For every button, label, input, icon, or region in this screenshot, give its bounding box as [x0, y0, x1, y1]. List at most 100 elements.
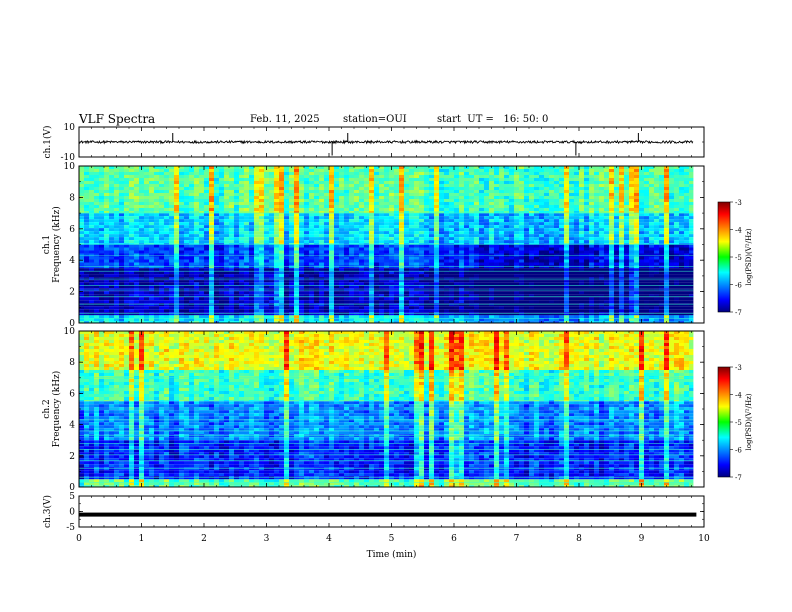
spectrogram-cell: [404, 262, 409, 266]
spectrogram-cell: [614, 259, 619, 263]
spectrogram-cell: [324, 271, 329, 275]
spectrogram-cell: [494, 300, 499, 304]
spectrogram-cell: [299, 288, 304, 292]
spectrogram-cell: [104, 306, 109, 310]
spectrogram-cell: [464, 237, 469, 241]
spectrogram-cell: [299, 268, 304, 272]
spectrogram-cell: [474, 309, 479, 313]
spectrogram-cell: [109, 256, 114, 260]
spectrogram-cell: [219, 166, 224, 169]
spectrogram-cell: [679, 309, 684, 313]
spectrogram-cell: [204, 262, 209, 266]
spectrogram-cell: [199, 280, 204, 283]
spectrogram-cell: [579, 268, 584, 272]
spectrogram-cell: [599, 268, 604, 272]
spectrogram-cell: [369, 262, 374, 266]
spectrogram-cell: [319, 321, 324, 323]
spectrogram-cell: [479, 213, 484, 217]
spectrogram-cell: [419, 309, 424, 313]
spectrogram-cell: [354, 169, 359, 172]
spectrogram-cell: [604, 231, 609, 235]
spectrogram-cell: [664, 280, 669, 283]
spectrogram-cell: [344, 250, 349, 254]
spectrogram-cell: [624, 291, 629, 295]
spectrogram-cell: [124, 318, 129, 322]
spectrogram-cell: [154, 231, 159, 235]
spectrogram-cell: [494, 166, 499, 169]
spectrogram-cell: [109, 247, 114, 251]
spectrogram-cell: [284, 256, 289, 260]
spectrogram-cell: [669, 315, 674, 319]
spectrogram-cell: [634, 228, 639, 232]
spectrogram-cell: [539, 318, 544, 322]
spectrogram-cell: [219, 280, 224, 283]
spectrogram-cell: [109, 277, 114, 281]
spectrogram-cell: [184, 222, 189, 226]
spectrogram-cell: [584, 240, 589, 244]
spectrogram-cell: [339, 244, 344, 248]
spectrogram-cell: [614, 231, 619, 235]
spectrogram-cell: [294, 300, 299, 304]
spectrogram-cell: [359, 237, 364, 241]
spectrogram-cell: [454, 243, 459, 245]
spectrogram-cell: [474, 243, 479, 245]
spectrogram-cell: [249, 253, 254, 257]
spectrogram-cell: [639, 225, 644, 229]
spectrogram-cell: [599, 234, 604, 238]
spectrogram-cell: [364, 268, 369, 272]
spectrogram-cell: [84, 243, 89, 245]
spectrogram-cell: [664, 240, 669, 244]
spectrogram-cell: [234, 244, 239, 248]
spectrogram-cell: [469, 247, 474, 251]
spectrogram-cell: [654, 253, 659, 257]
spectrogram-cell: [424, 318, 429, 322]
spectrogram-cell: [249, 309, 254, 313]
spectrogram-cell: [229, 303, 234, 307]
spectrogram-cell: [99, 166, 104, 169]
spectrogram-cell: [289, 277, 294, 281]
spectrogram-cell: [299, 222, 304, 226]
spectrogram-cell: [324, 234, 329, 238]
spectrogram-cell: [549, 213, 554, 217]
spectrogram-cell: [309, 244, 314, 248]
spectrogram-cell: [379, 277, 384, 281]
spectrogram-cell: [219, 265, 224, 269]
spectrogram-cell: [469, 213, 474, 217]
spectrogram-cell: [634, 259, 639, 263]
spectrogram-cell: [124, 166, 129, 169]
spectrogram-cell: [184, 282, 189, 286]
spectrogram-cell: [174, 271, 179, 275]
spectrogram-cell: [124, 247, 129, 251]
spectrogram-cell: [134, 243, 139, 245]
spectrogram-cell: [669, 285, 674, 289]
spectrogram-cell: [109, 318, 114, 322]
spectrogram-cell: [519, 213, 524, 217]
spectrogram-cell: [464, 265, 469, 269]
spectrogram-cell: [689, 282, 694, 286]
spectrogram-cell: [324, 306, 329, 310]
spectrogram-cell: [454, 268, 459, 272]
spectrogram-cell: [514, 253, 519, 257]
spectrogram-cell: [344, 244, 349, 248]
spectrogram-cell: [344, 315, 349, 319]
spectrogram-cell: [184, 274, 189, 278]
spectrogram-cell: [194, 253, 199, 257]
spectrogram-cell: [174, 306, 179, 310]
spectrogram-cell: [544, 250, 549, 254]
spectrogram-cell: [264, 228, 269, 232]
spectrogram-cell: [149, 321, 154, 323]
spectrogram-cell: [449, 231, 454, 235]
spectrogram-cell: [299, 169, 304, 172]
spectrogram-cell: [109, 268, 114, 272]
spectrogram-cell: [404, 244, 409, 248]
spectrogram-cell: [304, 253, 309, 257]
spectrogram-cell: [249, 250, 254, 254]
spectrogram-cell: [359, 222, 364, 226]
spectrogram-cell: [429, 231, 434, 235]
spectrogram-cell: [659, 277, 664, 281]
spectrogram-cell: [624, 309, 629, 313]
spectrogram-cell: [144, 277, 149, 281]
spectrogram-cell: [614, 285, 619, 289]
spectrogram-cell: [139, 234, 144, 238]
spectrogram-cell: [434, 271, 439, 275]
